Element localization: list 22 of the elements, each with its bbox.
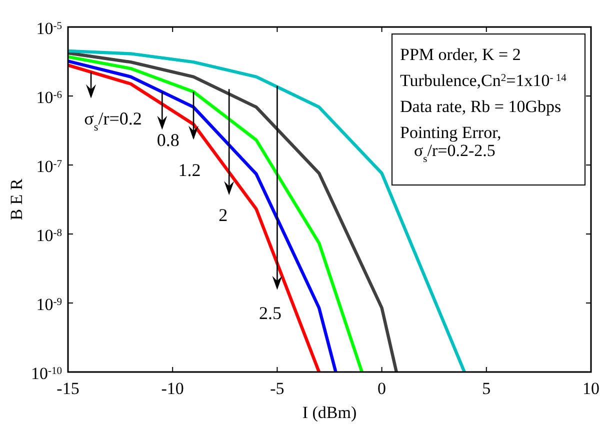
x-tick-label: -10 bbox=[161, 379, 184, 398]
x-tick-label: 5 bbox=[482, 379, 491, 398]
x-axis-title: I (dBm) bbox=[302, 403, 357, 422]
annotation: 0.8 bbox=[156, 130, 180, 150]
annotation: PPM order, K = 2 bbox=[400, 45, 521, 64]
y-tick-label: 10$^{-6}$ bbox=[36, 88, 62, 107]
annotation: 2 bbox=[218, 205, 228, 226]
annotation: Data rate, Rb = 10Gbps bbox=[400, 97, 562, 116]
x-tick-label: -5 bbox=[270, 379, 284, 398]
y-tick-label: 10$^{-7}$ bbox=[36, 157, 62, 176]
y-tick-label: 10$^{-5}$ bbox=[36, 19, 62, 38]
annotation: Turbulence,Cn$^{2}$=1x10$^{- 14}$ bbox=[400, 71, 568, 90]
x-tick-label: 0 bbox=[378, 379, 386, 398]
annotation: 1.2 bbox=[178, 160, 201, 180]
annotation: 2.5 bbox=[258, 302, 282, 323]
x-tick-label: 10 bbox=[582, 379, 600, 398]
annotation: σ$_{s}$/r=0.2-2.5 bbox=[414, 141, 496, 164]
y-tick-label: 10$^{-9}$ bbox=[36, 295, 62, 314]
annotation: σ$_{s}$/r=0.2 bbox=[84, 108, 142, 134]
y-axis-title: B E R bbox=[7, 178, 26, 220]
annotation: Pointing Error, bbox=[400, 123, 502, 142]
y-tick-label: 10$^{-8}$ bbox=[36, 226, 62, 245]
